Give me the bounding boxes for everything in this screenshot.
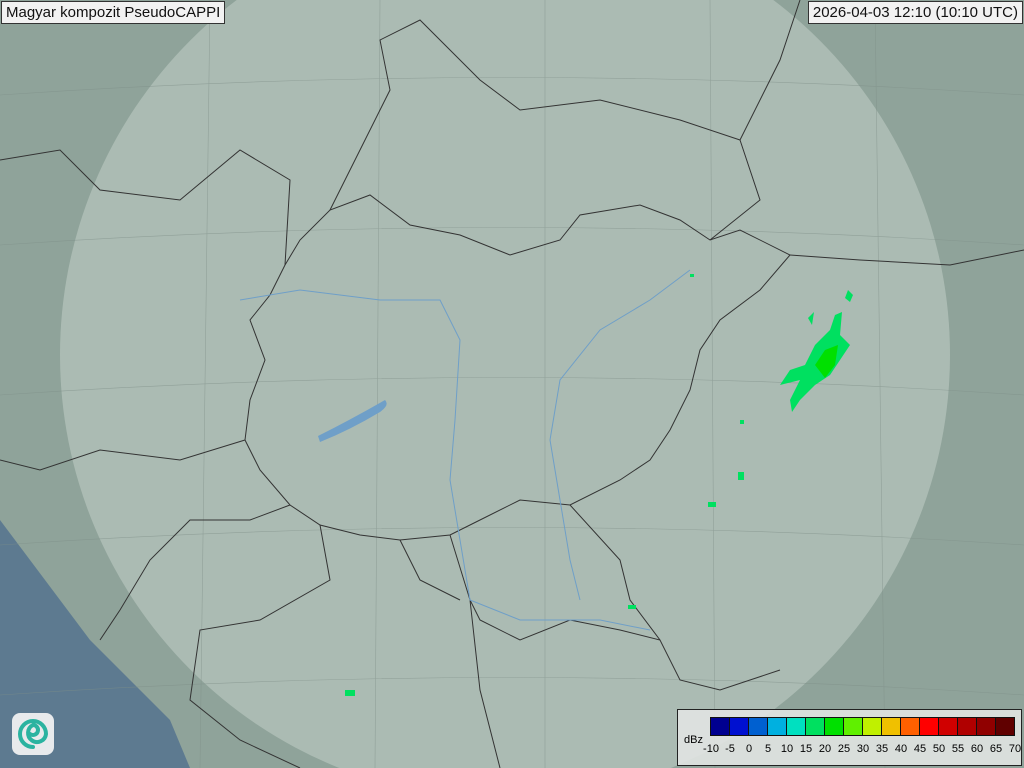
- color-swatch: [768, 718, 787, 735]
- echo-cell: [845, 290, 853, 302]
- legend-unit: dBz: [684, 734, 703, 746]
- radar-coverage-area: [60, 0, 950, 768]
- legend-tick: 45: [913, 743, 927, 755]
- hungary-border: [244, 194, 791, 541]
- color-swatch: [711, 718, 730, 735]
- color-swatch: [958, 718, 977, 735]
- echo-cell: [738, 472, 744, 480]
- swirl-logo-icon: [12, 713, 54, 755]
- echo-cell: [628, 605, 636, 609]
- map-title: Magyar kompozit PseudoCAPPI: [1, 1, 226, 24]
- legend-tick: -5: [725, 743, 735, 755]
- color-swatch: [863, 718, 882, 735]
- legend-ticks: -10 -5 0 5 10 15 20 25 30 35 40 45 50 55 60 65 70: [701, 743, 1024, 759]
- legend-tick: 10: [780, 743, 794, 755]
- legend-tick: 55: [951, 743, 965, 755]
- legend-tick: 20: [818, 743, 832, 755]
- lake-balaton: [318, 400, 387, 442]
- echo-cell: [690, 274, 694, 277]
- color-swatch: [996, 718, 1014, 735]
- dbz-legend: dBz -10 -5 0 5 10 15 20 25 30 35 40 45 50 55 60 65 70: [677, 709, 1022, 766]
- color-scale: [710, 717, 1015, 736]
- color-swatch: [920, 718, 939, 735]
- color-swatch: [939, 718, 958, 735]
- legend-tick: 30: [856, 743, 870, 755]
- color-swatch: [806, 718, 825, 735]
- echo-cell: [815, 345, 838, 378]
- legend-tick: -10: [703, 743, 719, 755]
- legend-tick: 50: [932, 743, 946, 755]
- color-swatch: [882, 718, 901, 735]
- color-swatch: [977, 718, 996, 735]
- radar-echoes: [345, 274, 853, 696]
- color-swatch: [749, 718, 768, 735]
- legend-tick: 65: [989, 743, 1003, 755]
- color-swatch: [730, 718, 749, 735]
- rivers: [239, 269, 691, 631]
- color-swatch: [787, 718, 806, 735]
- echo-cell: [740, 420, 744, 424]
- echo-cell: [808, 312, 814, 325]
- legend-tick: 40: [894, 743, 908, 755]
- echo-cell: [345, 690, 355, 696]
- legend-tick: 0: [745, 743, 753, 755]
- legend-tick: 60: [970, 743, 984, 755]
- color-swatch: [901, 718, 920, 735]
- color-swatch: [825, 718, 844, 735]
- echo-cell: [708, 502, 716, 507]
- legend-tick: 35: [875, 743, 889, 755]
- radar-echoes-strong: [815, 345, 838, 378]
- danube-river: [239, 289, 651, 631]
- adriatic-sea: [0, 520, 190, 768]
- legend-tick: 5: [764, 743, 772, 755]
- legend-tick: 70: [1008, 743, 1022, 755]
- color-swatch: [844, 718, 863, 735]
- legend-tick: 25: [837, 743, 851, 755]
- echo-cell: [780, 312, 850, 412]
- legend-tick: 15: [799, 743, 813, 755]
- tisza-river: [549, 269, 691, 601]
- timestamp: 2026-04-03 12:10 (10:10 UTC): [807, 1, 1023, 24]
